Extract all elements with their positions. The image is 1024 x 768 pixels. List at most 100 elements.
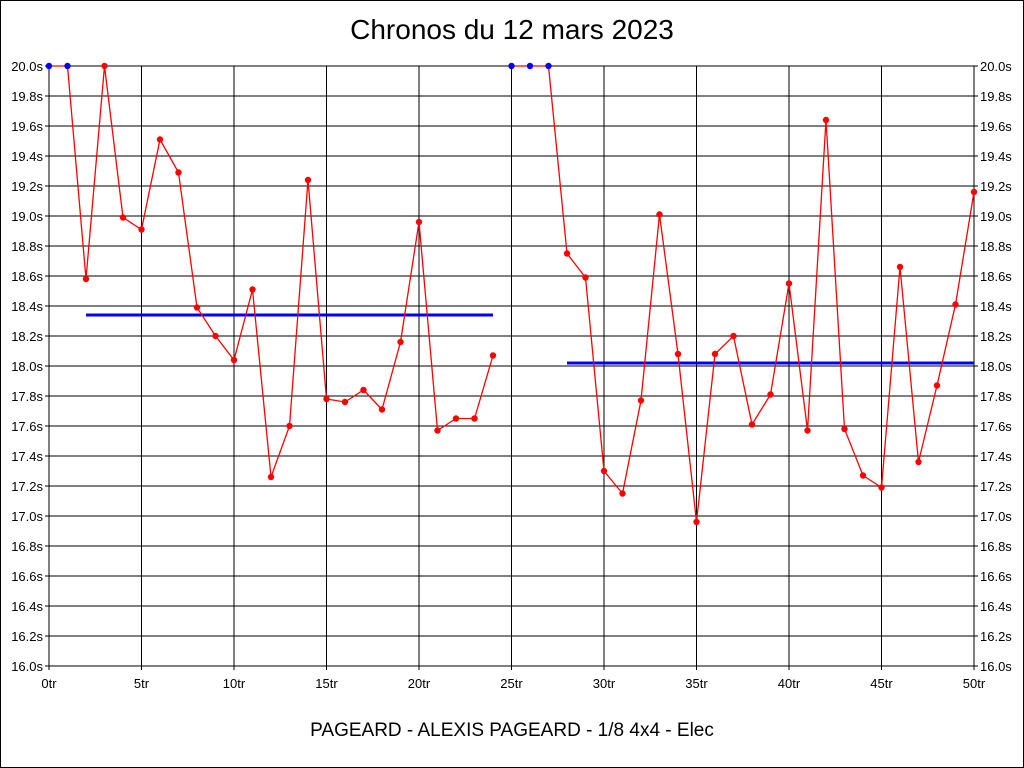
data-point	[360, 386, 367, 394]
series-line	[49, 65, 494, 478]
y-tick-label-right: 20.0s	[980, 59, 1012, 74]
capped-point	[508, 62, 515, 70]
y-tick-label-right: 19.6s	[980, 119, 1012, 134]
capped-point	[64, 62, 71, 70]
x-tick-label: 40tr	[778, 676, 801, 691]
data-point	[767, 391, 774, 398]
x-tick-label: 45tr	[870, 676, 893, 691]
y-tick-label-left: 19.4s	[11, 149, 43, 164]
data-point	[859, 472, 867, 479]
y-tick-label-left: 18.8s	[11, 239, 43, 254]
y-tick-label-left: 18.4s	[11, 299, 43, 314]
data-point	[933, 382, 941, 389]
y-tick-label-left: 19.6s	[11, 119, 43, 134]
data-point	[249, 286, 256, 293]
y-tick-label-left: 17.2s	[11, 479, 43, 494]
series-line	[511, 65, 975, 523]
y-tick-label-right: 16.2s	[980, 629, 1012, 644]
y-tick-label-left: 19.0s	[11, 209, 43, 224]
data-point	[175, 169, 182, 176]
y-tick-label-right: 17.8s	[980, 389, 1012, 404]
data-point	[230, 356, 238, 364]
data-point	[582, 274, 589, 281]
x-tick-label: 5tr	[134, 676, 150, 691]
data-point	[397, 338, 404, 346]
data-point	[156, 136, 164, 143]
y-tick-label-left: 18.0s	[11, 359, 43, 374]
data-point	[212, 332, 219, 340]
y-tick-label-left: 17.4s	[11, 449, 43, 464]
data-point	[748, 421, 756, 428]
y-tick-label-right: 18.4s	[980, 299, 1012, 314]
y-tick-label-right: 18.2s	[980, 329, 1012, 344]
data-point	[434, 427, 441, 434]
data-point	[267, 473, 275, 481]
x-tick-label: 0tr	[41, 676, 57, 691]
y-tick-label-right: 16.6s	[980, 569, 1012, 584]
data-point	[970, 188, 978, 196]
y-tick-label-right: 19.0s	[980, 209, 1012, 224]
data-point	[341, 398, 349, 406]
data-point	[286, 422, 293, 430]
y-tick-label-right: 17.0s	[980, 509, 1012, 524]
data-point	[656, 211, 663, 218]
data-point	[878, 484, 885, 491]
capped-point	[545, 62, 552, 70]
data-point	[138, 226, 145, 233]
x-tick-label: 50tr	[963, 676, 986, 691]
y-tick-label-left: 16.8s	[11, 539, 43, 554]
x-tick-label: 10tr	[223, 676, 246, 691]
data-point	[378, 406, 386, 413]
data-point	[785, 280, 793, 287]
y-tick-label-right: 16.4s	[980, 599, 1012, 614]
data-point	[674, 350, 682, 358]
capped-point	[45, 62, 53, 70]
y-tick-label-right: 18.8s	[980, 239, 1012, 254]
data-point	[693, 518, 700, 526]
data-point	[101, 62, 108, 70]
data-point	[471, 415, 478, 422]
y-tick-label-right: 19.4s	[980, 149, 1012, 164]
chart-title: Chronos du 12 mars 2023	[350, 14, 674, 45]
x-tick-label: 15tr	[315, 676, 338, 691]
data-point	[563, 250, 571, 257]
data-point	[952, 301, 959, 308]
y-tick-label-right: 19.8s	[980, 89, 1012, 104]
y-tick-label-left: 19.8s	[11, 89, 43, 104]
y-tick-label-left: 20.0s	[11, 59, 43, 74]
data-point	[711, 350, 719, 358]
x-tick-label: 30tr	[593, 676, 616, 691]
y-tick-label-left: 18.6s	[11, 269, 43, 284]
data-point	[193, 304, 201, 311]
data-point	[119, 214, 127, 221]
y-tick-label-left: 17.6s	[11, 419, 43, 434]
y-tick-label-left: 16.4s	[11, 599, 43, 614]
data-point	[619, 490, 626, 497]
y-tick-label-left: 17.0s	[11, 509, 43, 524]
y-tick-label-right: 17.2s	[980, 479, 1012, 494]
y-tick-label-right: 16.0s	[980, 659, 1012, 674]
y-tick-label-right: 17.6s	[980, 419, 1012, 434]
x-tick-label: 20tr	[408, 676, 431, 691]
y-tick-label-left: 18.2s	[11, 329, 43, 344]
y-tick-label-left: 17.8s	[11, 389, 43, 404]
x-tick-label: 25tr	[500, 676, 523, 691]
data-point	[822, 116, 830, 124]
data-point	[730, 332, 737, 340]
y-tick-label-right: 19.2s	[980, 179, 1012, 194]
data-point	[915, 458, 922, 466]
data-point	[637, 397, 645, 404]
data-point	[896, 263, 904, 271]
data-point	[600, 467, 608, 475]
y-tick-label-left: 16.0s	[11, 659, 43, 674]
data-point	[323, 395, 330, 403]
data-point	[841, 425, 848, 433]
data-point	[804, 427, 811, 434]
data-point	[452, 415, 460, 422]
data-point	[304, 176, 312, 184]
y-tick-label-left: 16.6s	[11, 569, 43, 584]
data-point	[489, 352, 497, 359]
chart-subtitle: PAGEARD - ALEXIS PAGEARD - 1/8 4x4 - Ele…	[310, 720, 714, 741]
x-tick-label: 35tr	[685, 676, 708, 691]
